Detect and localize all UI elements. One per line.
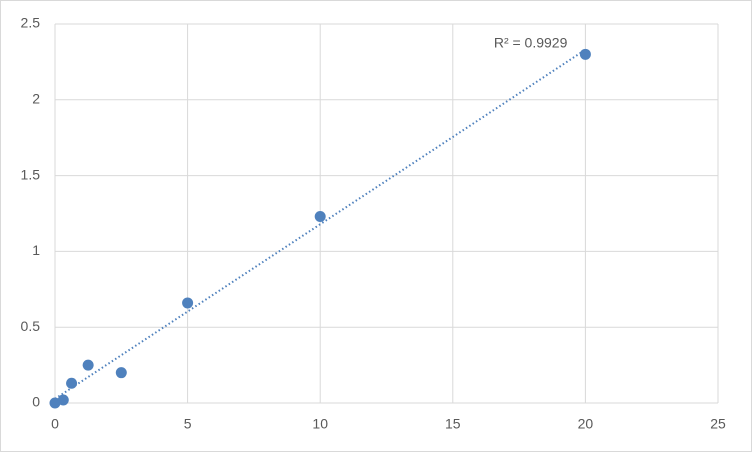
- data-point: [115, 367, 127, 379]
- x-tick-label: 20: [578, 416, 594, 432]
- trendline-label: R² = 0.9929: [494, 34, 568, 50]
- y-tick-label: 2: [32, 91, 40, 107]
- data-point: [579, 48, 591, 60]
- y-tick-label: 1: [32, 242, 40, 258]
- x-tick-label: 5: [184, 416, 192, 432]
- y-tick-label: 0.5: [21, 318, 41, 334]
- data-point: [49, 397, 61, 409]
- data-point: [314, 211, 326, 223]
- data-point: [66, 377, 78, 389]
- x-tick-label: 25: [710, 416, 726, 432]
- y-tick-label: 2.5: [21, 15, 41, 31]
- x-tick-label: 10: [312, 416, 328, 432]
- y-tick-label: 0: [32, 394, 40, 410]
- trendline: [54, 48, 586, 400]
- y-tick-label: 1.5: [21, 166, 41, 182]
- data-point: [82, 359, 94, 371]
- x-tick-label: 15: [445, 416, 461, 432]
- x-tick-label: 0: [51, 416, 59, 432]
- data-point: [182, 297, 194, 309]
- data-point: [57, 394, 69, 406]
